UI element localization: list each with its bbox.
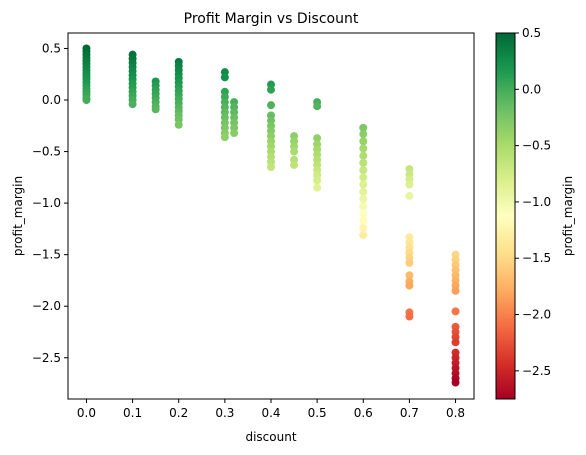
x-tick-label: 0.5 bbox=[308, 406, 327, 420]
colorbar-tick-label: −2.0 bbox=[522, 308, 551, 322]
y-tick-label: −2.5 bbox=[32, 351, 61, 365]
scatter-point bbox=[313, 102, 322, 111]
scatter-point bbox=[359, 151, 368, 160]
scatter-point bbox=[290, 160, 299, 169]
scatter-point bbox=[359, 144, 368, 153]
x-axis: 0.0 0.1 0.2 0.3 0.4 0.5 0.6 0.7 0.8 bbox=[77, 399, 465, 420]
colorbar-label: profit_margin bbox=[561, 176, 575, 256]
scatter-point bbox=[359, 187, 368, 196]
scatter-point bbox=[359, 209, 368, 218]
scatter-point bbox=[267, 85, 275, 94]
scatter-point bbox=[359, 173, 368, 182]
y-axis: 0.5 0.0 −0.5 −1.0 −1.5 −2.0 −2.5 bbox=[32, 41, 68, 365]
x-tick-label: 0.0 bbox=[77, 406, 96, 420]
y-tick-label: −0.5 bbox=[32, 145, 61, 159]
scatter-point bbox=[174, 120, 183, 129]
x-tick-label: 0.8 bbox=[446, 406, 465, 420]
colorbar bbox=[496, 33, 515, 399]
scatter-point bbox=[359, 223, 368, 232]
scatter-point bbox=[359, 137, 368, 146]
colorbar-tick-label: −2.5 bbox=[522, 364, 551, 378]
x-tick-label: 0.6 bbox=[354, 406, 373, 420]
scatter-point bbox=[230, 129, 239, 138]
x-tick-label: 0.4 bbox=[261, 406, 280, 420]
x-axis-label: discount bbox=[245, 430, 296, 444]
y-tick-label: −1.5 bbox=[32, 248, 61, 262]
chart-title: Profit Margin vs Discount bbox=[184, 11, 359, 27]
scatter-point bbox=[359, 123, 368, 132]
scatter-point bbox=[359, 158, 368, 167]
scatter-point bbox=[220, 133, 229, 142]
scatter-point bbox=[451, 307, 460, 316]
scatter-point bbox=[359, 194, 368, 203]
x-tick-label: 0.1 bbox=[123, 406, 142, 420]
scatter-point bbox=[359, 231, 368, 240]
scatter-point bbox=[405, 281, 414, 290]
y-tick-label: −1.0 bbox=[32, 196, 61, 210]
scatter-point bbox=[151, 105, 160, 114]
scatter-point bbox=[313, 183, 322, 192]
colorbar-tick-label: −1.0 bbox=[522, 195, 551, 209]
scatter-point bbox=[405, 258, 414, 267]
colorbar-tick-label: 0.0 bbox=[522, 82, 541, 96]
scatter-point bbox=[405, 312, 414, 321]
colorbar-tick-label: 0.5 bbox=[522, 26, 541, 40]
scatter-point bbox=[359, 166, 368, 175]
scatter-point bbox=[267, 163, 275, 172]
y-tick-label: −2.0 bbox=[32, 299, 61, 313]
scatter-point bbox=[451, 286, 460, 295]
scatter-point bbox=[451, 378, 460, 387]
scatter-point bbox=[359, 216, 368, 225]
y-tick-label: 0.0 bbox=[42, 93, 61, 107]
scatter-point bbox=[405, 180, 414, 189]
colorbar-axis: 0.5 0.0 −0.5 −1.0 −1.5 −2.0 −2.5 bbox=[515, 26, 551, 378]
scatter-point bbox=[313, 134, 322, 143]
scatter-point bbox=[451, 338, 460, 347]
scatter-point bbox=[359, 202, 368, 211]
scatter-point bbox=[405, 191, 414, 200]
colorbar-tick-label: −0.5 bbox=[522, 139, 551, 153]
colorbar-tick-label: −1.5 bbox=[522, 251, 551, 265]
y-tick-label: 0.5 bbox=[42, 41, 61, 55]
scatter-point bbox=[359, 130, 368, 139]
scatter-point bbox=[267, 101, 275, 110]
scatter-point bbox=[220, 73, 229, 82]
scatter-point bbox=[359, 180, 368, 189]
scatter-point bbox=[313, 176, 322, 185]
scatter-point bbox=[128, 100, 137, 109]
x-tick-label: 0.3 bbox=[215, 406, 234, 420]
colorbar-frame bbox=[495, 32, 516, 400]
y-axis-label: profit_margin bbox=[11, 176, 25, 256]
scatter-point bbox=[290, 147, 299, 156]
scatter-point bbox=[82, 96, 91, 105]
scatter-point bbox=[405, 271, 414, 280]
x-tick-label: 0.7 bbox=[400, 406, 419, 420]
points-layer bbox=[82, 44, 460, 387]
x-tick-label: 0.2 bbox=[169, 406, 188, 420]
